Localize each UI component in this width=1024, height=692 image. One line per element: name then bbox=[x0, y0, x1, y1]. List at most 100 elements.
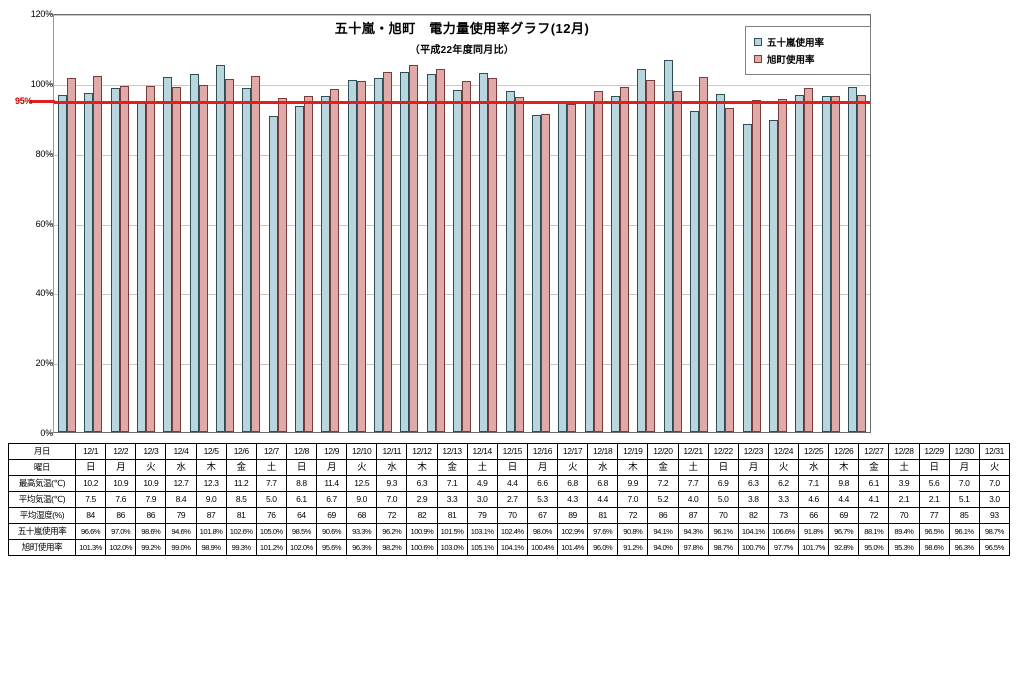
bar-group bbox=[212, 15, 238, 432]
bar-asahimachi bbox=[778, 99, 788, 432]
table-cell: 102.9% bbox=[556, 523, 589, 540]
table-cell: 7.0 bbox=[376, 491, 408, 508]
table-cell: 86 bbox=[105, 507, 137, 524]
table-cell: 6.1 bbox=[858, 475, 890, 492]
bar-igarashi bbox=[242, 88, 252, 432]
bar-igarashi bbox=[532, 114, 542, 432]
bar-asahimachi bbox=[567, 103, 577, 432]
table-cell: 12/21 bbox=[677, 443, 709, 460]
table-cell: 7.0 bbox=[978, 475, 1011, 492]
table-cell: 4.6 bbox=[797, 491, 830, 508]
table-cell: 日 bbox=[285, 459, 318, 476]
table-cell: 94.0% bbox=[647, 539, 679, 556]
table-cell: 81 bbox=[225, 507, 257, 524]
table-cell: 100.7% bbox=[737, 539, 769, 556]
table-cell: 7.0 bbox=[617, 491, 649, 508]
table-cell: 4.4 bbox=[828, 491, 860, 508]
table-cell: 9.3 bbox=[376, 475, 408, 492]
bar-group bbox=[291, 15, 317, 432]
table-cell: 12/20 bbox=[647, 443, 679, 460]
bar-group bbox=[186, 15, 212, 432]
table-cell: 12/27 bbox=[858, 443, 890, 460]
table-cell: 69 bbox=[828, 507, 860, 524]
table-cell: 98.5% bbox=[285, 523, 318, 540]
table-cell: 99.3% bbox=[225, 539, 257, 556]
table-row: 平均湿度(%) 84 86 86 79 87 81 76 64 69 68 72 82 81 79 70 67 8… bbox=[8, 507, 1011, 524]
bar-group bbox=[607, 15, 633, 432]
table-row-header: 旭町使用率 bbox=[8, 539, 76, 556]
plot-area bbox=[53, 14, 871, 433]
table-cell: 77 bbox=[918, 507, 950, 524]
y-axis-tick-label: 0% bbox=[40, 428, 53, 438]
table-cell: 102.6% bbox=[225, 523, 257, 540]
reference-line-extension bbox=[30, 100, 55, 104]
table-cell: 72 bbox=[376, 507, 408, 524]
table-cell: 12.3 bbox=[195, 475, 227, 492]
table-cell: 64 bbox=[285, 507, 318, 524]
table-row-header: 平均気温(℃) bbox=[8, 491, 76, 508]
table-cell: 12/3 bbox=[135, 443, 167, 460]
table-cell: 12/26 bbox=[828, 443, 860, 460]
bar-igarashi bbox=[821, 96, 831, 432]
table-cell: 水 bbox=[587, 459, 619, 476]
table-cell: 85 bbox=[948, 507, 980, 524]
table-cell: 8.4 bbox=[165, 491, 197, 508]
table-cell: 6.1 bbox=[285, 491, 318, 508]
data-table-container: 月日 12/1 12/2 12/3 12/4 12/5 12/6 12/7 12/8 12/9 12… bbox=[8, 443, 1011, 556]
table-cell: 12/2 bbox=[105, 443, 137, 460]
table-cell: 101.2% bbox=[255, 539, 287, 556]
table-cell: 12/9 bbox=[315, 443, 348, 460]
table-cell: 82 bbox=[737, 507, 769, 524]
table-cell: 105.1% bbox=[466, 539, 498, 556]
bar-group bbox=[581, 15, 607, 432]
table-row-header: 月日 bbox=[8, 443, 76, 460]
table-cell: 89.4% bbox=[888, 523, 920, 540]
table-cell: 98.7% bbox=[978, 523, 1011, 540]
table-cell: 12/24 bbox=[767, 443, 800, 460]
table-cell: 12/1 bbox=[74, 443, 107, 460]
table-cell: 2.1 bbox=[918, 491, 950, 508]
bar-igarashi bbox=[216, 65, 226, 432]
bar-group bbox=[554, 15, 580, 432]
table-cell: 火 bbox=[978, 459, 1011, 476]
table-cell: 96.5% bbox=[918, 523, 950, 540]
table-cell: 12/13 bbox=[436, 443, 468, 460]
gridline bbox=[54, 84, 870, 86]
table-cell: 79 bbox=[165, 507, 197, 524]
table-cell: 8.5 bbox=[225, 491, 257, 508]
bar-asahimachi bbox=[435, 68, 445, 432]
table-cell: 98.9% bbox=[195, 539, 227, 556]
table-cell: 9.9 bbox=[617, 475, 649, 492]
table-cell: 72 bbox=[617, 507, 649, 524]
table-cell: 土 bbox=[888, 459, 920, 476]
table-cell: 月 bbox=[737, 459, 769, 476]
table-cell: 102.0% bbox=[105, 539, 137, 556]
bar-group bbox=[791, 15, 817, 432]
y-axis-tick-label: 120% bbox=[30, 9, 53, 19]
table-cell: 81 bbox=[587, 507, 619, 524]
table-cell: 96.5% bbox=[978, 539, 1011, 556]
table-cell: 93.3% bbox=[346, 523, 378, 540]
bar-asahimachi bbox=[198, 85, 208, 432]
bar-group bbox=[317, 15, 343, 432]
table-cell: 日 bbox=[918, 459, 950, 476]
bar-asahimachi bbox=[514, 96, 524, 432]
bar-igarashi bbox=[584, 102, 594, 432]
bar-asahimachi bbox=[409, 65, 419, 432]
y-axis-tick-mark bbox=[48, 14, 53, 15]
table-row: 旭町使用率 101.3% 102.0% 99.2% 99.0% 98.9% 99.3% 101… bbox=[8, 539, 1011, 556]
table-cell: 3.9 bbox=[888, 475, 920, 492]
table-cell: 7.1 bbox=[797, 475, 830, 492]
table-cell: 10.9 bbox=[105, 475, 137, 492]
table-cell: 6.3 bbox=[737, 475, 769, 492]
table-cell: 火 bbox=[767, 459, 800, 476]
bar-asahimachi bbox=[541, 113, 551, 432]
table-cell: 土 bbox=[677, 459, 709, 476]
bar-igarashi bbox=[611, 96, 621, 432]
data-table: 月日 12/1 12/2 12/3 12/4 12/5 12/6 12/7 12/8 12/9 12… bbox=[8, 443, 1011, 556]
table-cell: 3.3 bbox=[436, 491, 468, 508]
table-cell: 5.6 bbox=[918, 475, 950, 492]
y-axis-tick-mark bbox=[48, 293, 53, 295]
table-cell: 2.9 bbox=[406, 491, 438, 508]
